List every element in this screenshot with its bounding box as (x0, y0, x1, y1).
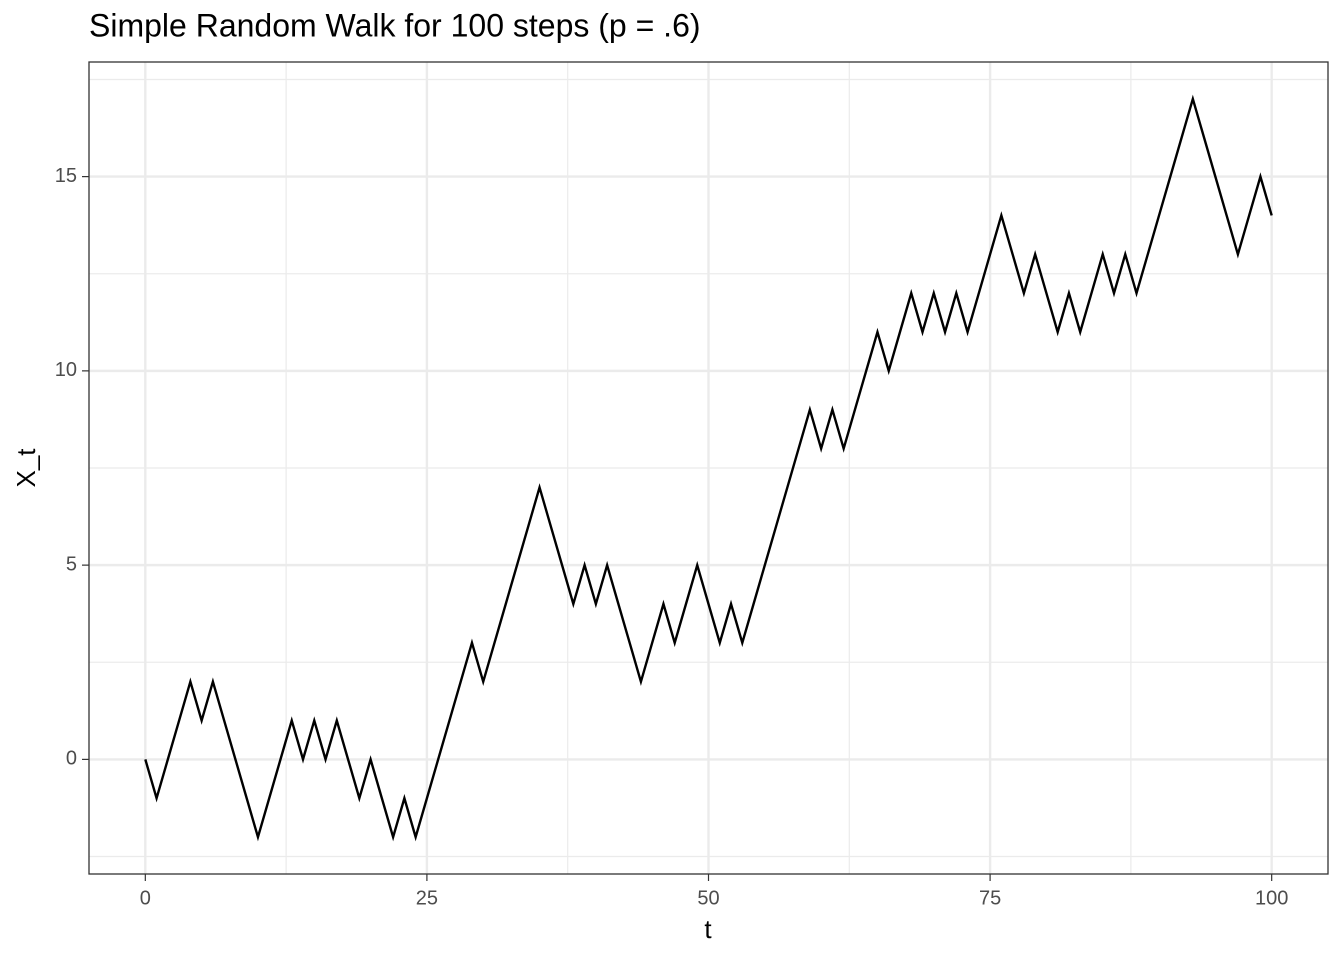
x-tick-label: 100 (1255, 887, 1288, 909)
x-tick-label: 0 (140, 887, 151, 909)
y-tick-label: 15 (55, 165, 77, 187)
x-tick-label: 25 (416, 887, 438, 909)
x-tick-label: 50 (697, 887, 719, 909)
chart-title: Simple Random Walk for 100 steps (p = .6… (89, 7, 701, 43)
line (144, 94, 1273, 842)
panel-border (88, 61, 1329, 875)
y-tick-label: 5 (66, 553, 77, 575)
y-tick-label: 0 (66, 748, 77, 770)
y-tick-label: 10 (55, 359, 77, 381)
x-axis-title: t (704, 914, 712, 944)
x-tick-label: 75 (979, 887, 1001, 909)
y-axis-title: X_t (11, 448, 41, 488)
